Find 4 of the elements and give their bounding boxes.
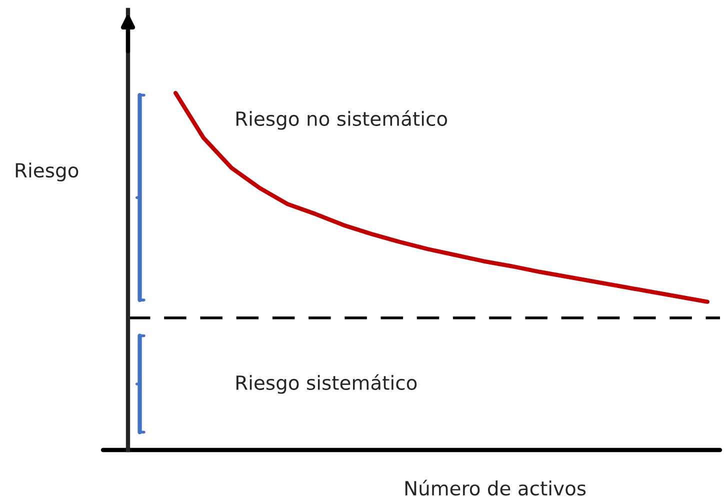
y-axis-title: Riesgo: [16, 162, 78, 182]
annotation: Riesgo no sistemático: [236, 110, 448, 130]
x-axis-title: Número de activos: [405, 480, 586, 496]
annotation: Riesgo sistemático: [236, 374, 417, 394]
